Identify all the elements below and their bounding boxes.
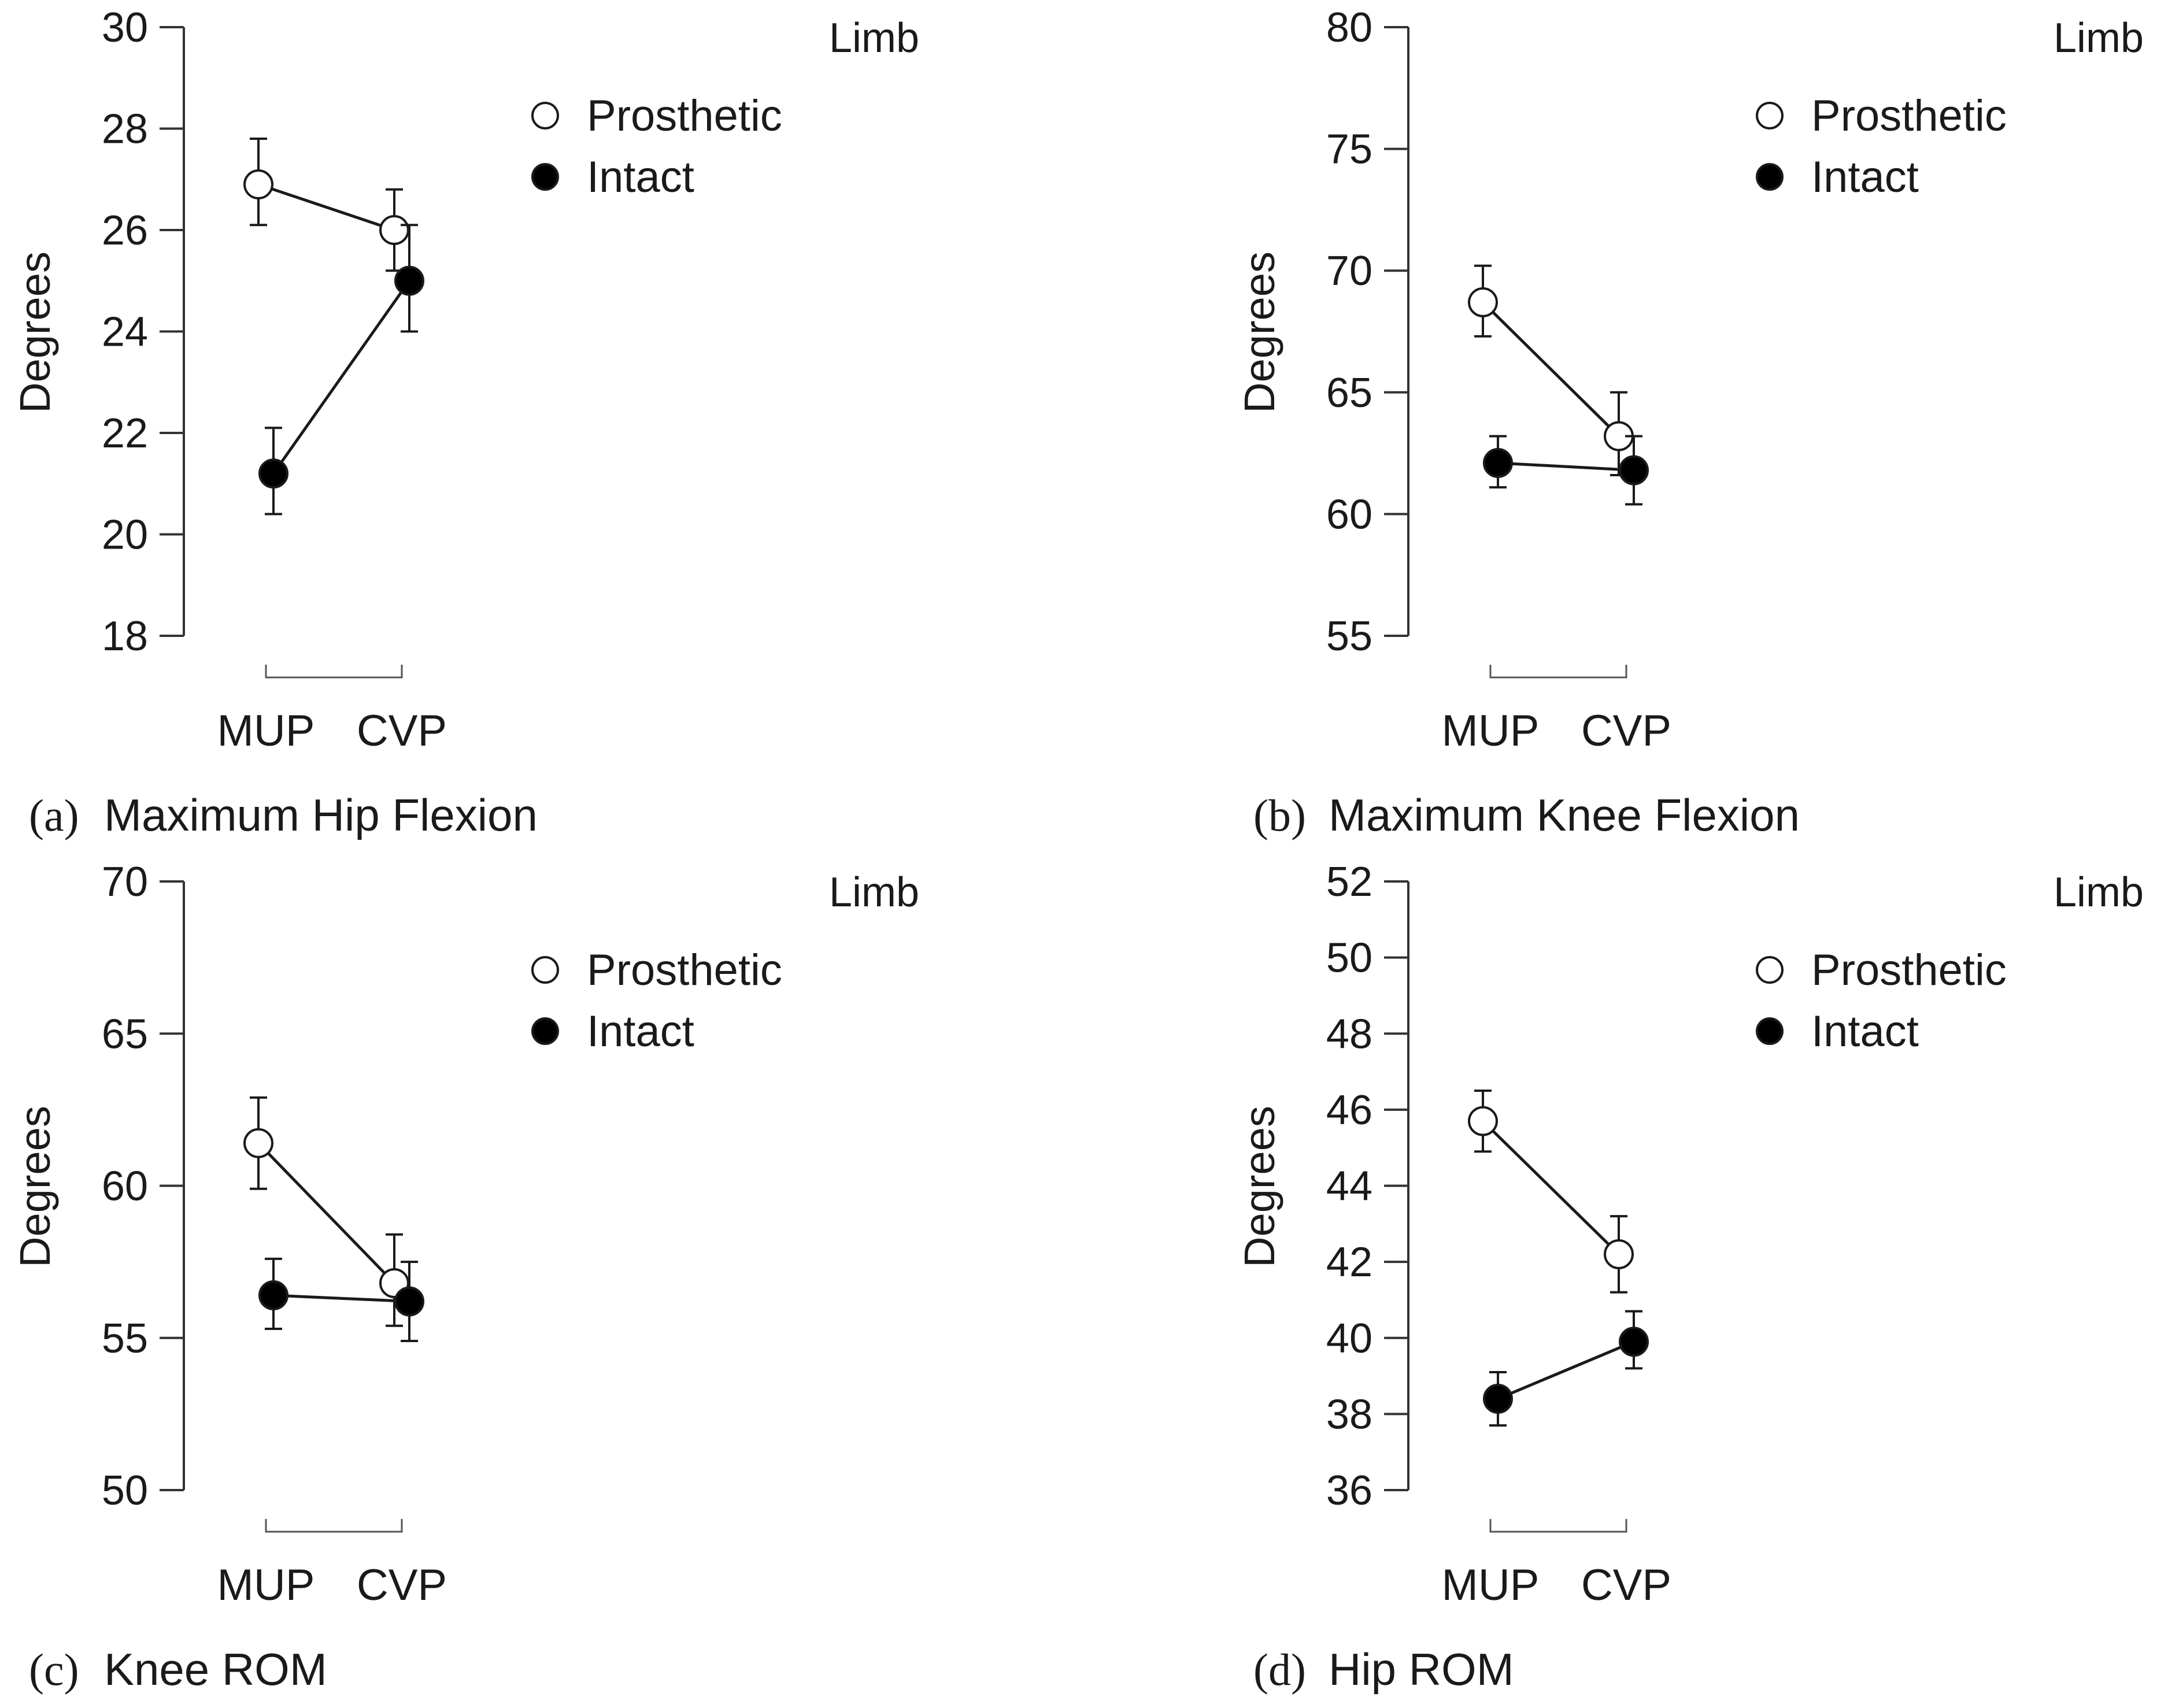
y-tick-label: 46 xyxy=(1326,1087,1372,1133)
x-category-bracket xyxy=(265,665,403,679)
legend-label-intact: Intact xyxy=(587,153,694,202)
series-line-intact xyxy=(273,1294,410,1303)
y-tick-label: 55 xyxy=(1326,613,1372,660)
panel-title: Maximum Hip Flexion xyxy=(104,790,538,840)
y-tick-label: 52 xyxy=(1326,859,1372,905)
legend-label-intact: Intact xyxy=(1811,1007,1919,1056)
x-tick-label-cvp: CVP xyxy=(1581,1561,1671,1610)
legend-marker-intact xyxy=(531,1017,559,1045)
legend-label-prosthetic: Prosthetic xyxy=(1811,91,2007,140)
y-axis-title: Degrees xyxy=(11,1106,59,1268)
series-line-intact xyxy=(1497,461,1634,472)
x-category-bracket xyxy=(265,1519,403,1533)
y-tick-label: 70 xyxy=(102,859,148,905)
x-tick-label-cvp: CVP xyxy=(357,706,447,755)
panel-letter: (b) xyxy=(1253,790,1306,840)
panel-letter: (c) xyxy=(29,1644,79,1695)
series-line-prosthetic xyxy=(257,1142,395,1284)
series-line-prosthetic xyxy=(258,183,395,232)
y-tick-label: 75 xyxy=(1326,127,1372,173)
legend-marker-prosthetic xyxy=(531,102,559,129)
y-axis-title: Degrees xyxy=(1235,251,1283,413)
x-tick-label-mup: MUP xyxy=(217,706,315,755)
legend-marker-intact xyxy=(531,163,559,191)
y-tick-label: 48 xyxy=(1326,1011,1372,1057)
data-point-intact-cvp xyxy=(1619,1327,1649,1357)
y-tick-label: 65 xyxy=(1326,370,1372,416)
x-tick-label-mup: MUP xyxy=(1442,1561,1540,1610)
data-point-prosthetic-mup xyxy=(1468,287,1498,317)
y-tick-label: 26 xyxy=(102,208,148,254)
data-point-intact-mup xyxy=(1483,447,1513,478)
x-category-bracket xyxy=(1489,1519,1627,1533)
chart-panel-b: 55 60 65 70 75 80 Degrees MUP CVP Limb Prosthetic I… xyxy=(1235,5,2144,840)
legend-label-prosthetic: Prosthetic xyxy=(1811,946,2007,995)
legend-label-intact: Intact xyxy=(1811,153,1919,202)
data-point-prosthetic-mup xyxy=(243,169,273,200)
legend-marker-prosthetic xyxy=(531,956,559,984)
legend-title: Limb xyxy=(2054,869,2144,916)
y-tick-label: 22 xyxy=(102,410,148,457)
y-tick-label: 80 xyxy=(1326,5,1372,51)
x-tick-label-mup: MUP xyxy=(217,1561,315,1610)
series-line-prosthetic xyxy=(1482,301,1620,438)
series-line-prosthetic xyxy=(1482,1120,1620,1255)
y-tick-label: 50 xyxy=(1326,935,1372,981)
legend-title: Limb xyxy=(2054,15,2144,61)
data-point-intact-cvp xyxy=(394,265,424,296)
legend-label-intact: Intact xyxy=(587,1007,694,1056)
y-tick-label: 24 xyxy=(102,309,148,355)
panel-title: Hip ROM xyxy=(1329,1644,1514,1695)
legend-marker-prosthetic xyxy=(1756,102,1784,129)
series-line-intact xyxy=(272,280,411,475)
data-point-prosthetic-cvp xyxy=(379,215,409,245)
legend-label-prosthetic: Prosthetic xyxy=(587,946,782,995)
y-tick-label: 55 xyxy=(102,1316,148,1362)
x-tick-label-cvp: CVP xyxy=(1581,706,1671,755)
y-tick-label: 60 xyxy=(1326,491,1372,538)
y-tick-label: 70 xyxy=(1326,248,1372,294)
data-point-intact-mup xyxy=(1483,1384,1513,1414)
y-tick-label: 36 xyxy=(1326,1468,1372,1514)
y-tick-label: 40 xyxy=(1326,1316,1372,1362)
legend-marker-intact xyxy=(1756,163,1784,191)
y-tick-label: 28 xyxy=(102,106,148,153)
legend-marker-prosthetic xyxy=(1756,956,1784,984)
chart-panel-d: 36 38 40 42 44 46 48 50 52 Degrees MUP CVP Limb Prost… xyxy=(1235,859,2144,1695)
data-point-prosthetic-mup xyxy=(243,1128,273,1158)
data-point-prosthetic-mup xyxy=(1468,1106,1498,1136)
series-line-intact xyxy=(1497,1340,1634,1401)
y-tick-label: 65 xyxy=(102,1011,148,1057)
data-point-prosthetic-cvp xyxy=(1604,1239,1634,1269)
chart-panel-c: 50 55 60 65 70 Degrees MUP CVP Limb Prosthetic Int… xyxy=(11,859,919,1695)
panel-title: Knee ROM xyxy=(104,1644,327,1695)
y-tick-label: 30 xyxy=(102,5,148,51)
data-point-intact-cvp xyxy=(394,1286,424,1317)
y-tick-label: 38 xyxy=(1326,1391,1372,1437)
legend-title: Limb xyxy=(829,15,919,61)
data-point-intact-mup xyxy=(258,458,288,489)
y-axis-title: Degrees xyxy=(1235,1106,1283,1268)
y-tick-label: 60 xyxy=(102,1164,148,1210)
x-category-bracket xyxy=(1489,665,1627,679)
y-tick-label: 42 xyxy=(1326,1239,1372,1285)
y-tick-label: 20 xyxy=(102,512,148,558)
y-axis-title: Degrees xyxy=(11,251,59,413)
y-tick-label: 50 xyxy=(102,1468,148,1514)
y-tick-label: 44 xyxy=(1326,1164,1372,1210)
panel-title: Maximum Knee Flexion xyxy=(1329,790,1800,840)
legend-marker-intact xyxy=(1756,1017,1784,1045)
legend-title: Limb xyxy=(829,869,919,916)
chart-panel-a: 18 20 22 24 26 28 30 Degrees MUP CVP Limb Prostheti… xyxy=(11,5,919,840)
legend-label-prosthetic: Prosthetic xyxy=(587,91,782,140)
data-point-intact-mup xyxy=(258,1280,288,1311)
panel-letter: (a) xyxy=(29,790,79,840)
x-tick-label-cvp: CVP xyxy=(357,1561,447,1610)
x-tick-label-mup: MUP xyxy=(1442,706,1540,755)
y-tick-label: 18 xyxy=(102,613,148,660)
data-point-intact-cvp xyxy=(1619,455,1649,486)
panel-letter: (d) xyxy=(1253,1644,1306,1695)
